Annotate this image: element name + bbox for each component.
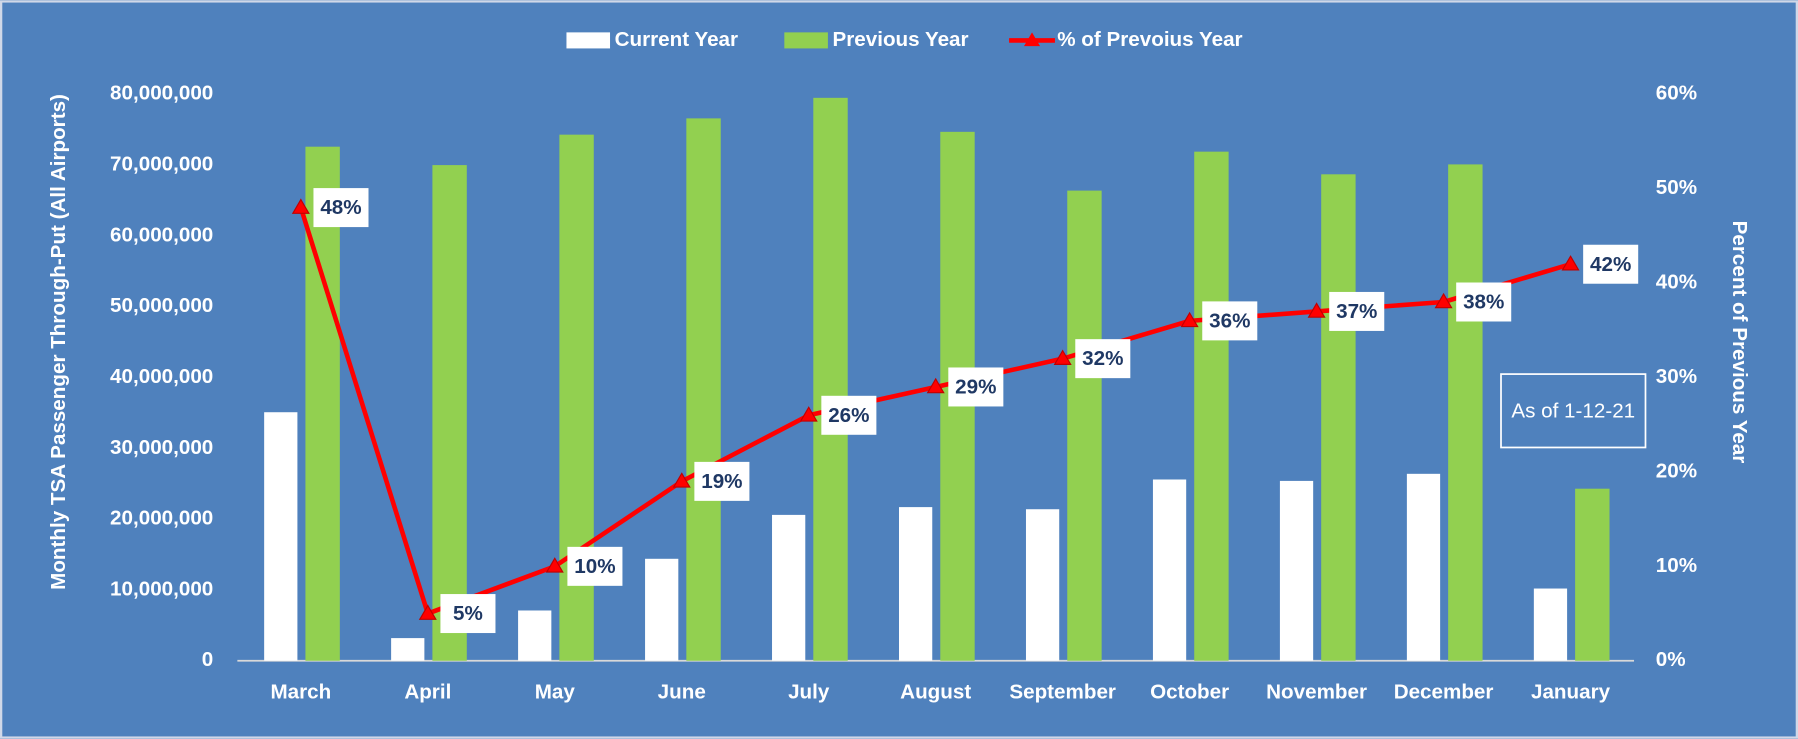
bar <box>1152 479 1187 661</box>
bar <box>1025 509 1060 661</box>
x-tick-label: March <box>270 680 331 703</box>
bar <box>391 638 425 661</box>
data-label-box <box>1329 291 1385 331</box>
data-label: 38% <box>1463 291 1504 314</box>
y2-tick-label: 20% <box>1656 459 1697 482</box>
data-label-box <box>1202 301 1258 341</box>
data-label-box <box>948 367 1004 407</box>
x-tick-label: June <box>658 680 706 703</box>
y2-tick-label: 40% <box>1656 271 1697 294</box>
data-label: 10% <box>574 555 615 578</box>
line-marker <box>672 472 691 488</box>
data-label: 29% <box>955 376 996 399</box>
legend-swatch <box>566 32 611 49</box>
bar <box>686 118 721 661</box>
bar <box>1321 174 1356 661</box>
data-label: 42% <box>1590 253 1631 276</box>
y2-tick-label: 10% <box>1656 554 1697 577</box>
y-tick-label: 50,000,000 <box>110 294 213 317</box>
y2-tick-label: 50% <box>1656 176 1697 199</box>
x-tick-label: October <box>1150 680 1229 703</box>
x-tick-label: January <box>1531 680 1611 703</box>
bar <box>1067 190 1102 661</box>
legend-label: % of Prevoius Year <box>1057 28 1242 51</box>
line-marker <box>418 604 437 620</box>
data-label-box <box>440 594 496 634</box>
line-marker <box>1053 349 1072 365</box>
data-label-box <box>1075 339 1131 379</box>
line-marker <box>1180 311 1199 328</box>
bar <box>645 558 679 661</box>
bar <box>305 146 340 661</box>
bar <box>772 514 806 661</box>
data-label: 36% <box>1209 309 1250 332</box>
data-label: 5% <box>453 602 483 625</box>
data-label: 48% <box>320 196 361 219</box>
bar <box>432 165 467 661</box>
y-tick-label: 80,000,000 <box>110 82 213 105</box>
x-tick-label: September <box>1009 680 1116 703</box>
x-tick-label: May <box>535 680 576 703</box>
bar <box>1194 151 1229 661</box>
annotation: As of 1-12-21 <box>1511 399 1635 422</box>
line-marker <box>926 377 945 394</box>
bar <box>1448 164 1483 661</box>
y2-tick-label: 60% <box>1656 82 1697 105</box>
bar <box>1533 588 1568 661</box>
data-label-box <box>567 546 623 586</box>
y2-tick-label: 30% <box>1656 365 1697 388</box>
y-tick-label: 40,000,000 <box>110 365 213 388</box>
y-tick-label: 20,000,000 <box>110 507 213 530</box>
x-tick-label: August <box>900 680 971 703</box>
y-tick-label: 30,000,000 <box>110 436 213 459</box>
line-marker <box>291 198 310 214</box>
bar <box>1279 480 1314 661</box>
data-label-box <box>694 461 750 501</box>
data-label: 19% <box>701 470 742 493</box>
legend-label: Previous Year <box>832 28 968 51</box>
data-label-box <box>1583 244 1639 284</box>
line-marker <box>1307 302 1326 318</box>
line-marker <box>799 406 818 422</box>
bar <box>899 507 933 661</box>
line-marker <box>1434 292 1453 309</box>
bar <box>518 610 552 661</box>
y-tick-label: 70,000,000 <box>110 153 213 176</box>
bar <box>1406 473 1441 661</box>
line-marker <box>545 557 564 573</box>
x-tick-label: December <box>1394 680 1494 703</box>
y2-axis-title: Percent of Previous Year <box>1728 221 1751 464</box>
legend-marker <box>1023 32 1041 47</box>
data-label-box <box>1456 282 1512 322</box>
legend-label: Current Year <box>615 28 738 51</box>
y-tick-label: 10,000,000 <box>110 577 213 600</box>
x-tick-label: April <box>404 680 451 703</box>
data-label-box <box>313 188 369 228</box>
y-axis-title: Monthly TSA Passenger Through-Put (All A… <box>47 94 70 590</box>
data-label: 26% <box>828 404 869 427</box>
bar <box>1575 488 1610 661</box>
annotation-box <box>1500 373 1647 449</box>
y2-tick-label: 0% <box>1656 648 1686 671</box>
data-label: 37% <box>1336 300 1377 323</box>
line-marker <box>1561 255 1580 271</box>
y-tick-label: 0 <box>202 648 213 671</box>
data-label-box <box>821 395 877 435</box>
x-tick-label: July <box>788 680 830 703</box>
bar <box>813 97 848 661</box>
y-tick-label: 60,000,000 <box>110 223 213 246</box>
x-tick-label: November <box>1266 680 1367 703</box>
data-label: 32% <box>1082 347 1123 370</box>
legend-swatch <box>784 32 828 49</box>
bar <box>264 412 298 661</box>
